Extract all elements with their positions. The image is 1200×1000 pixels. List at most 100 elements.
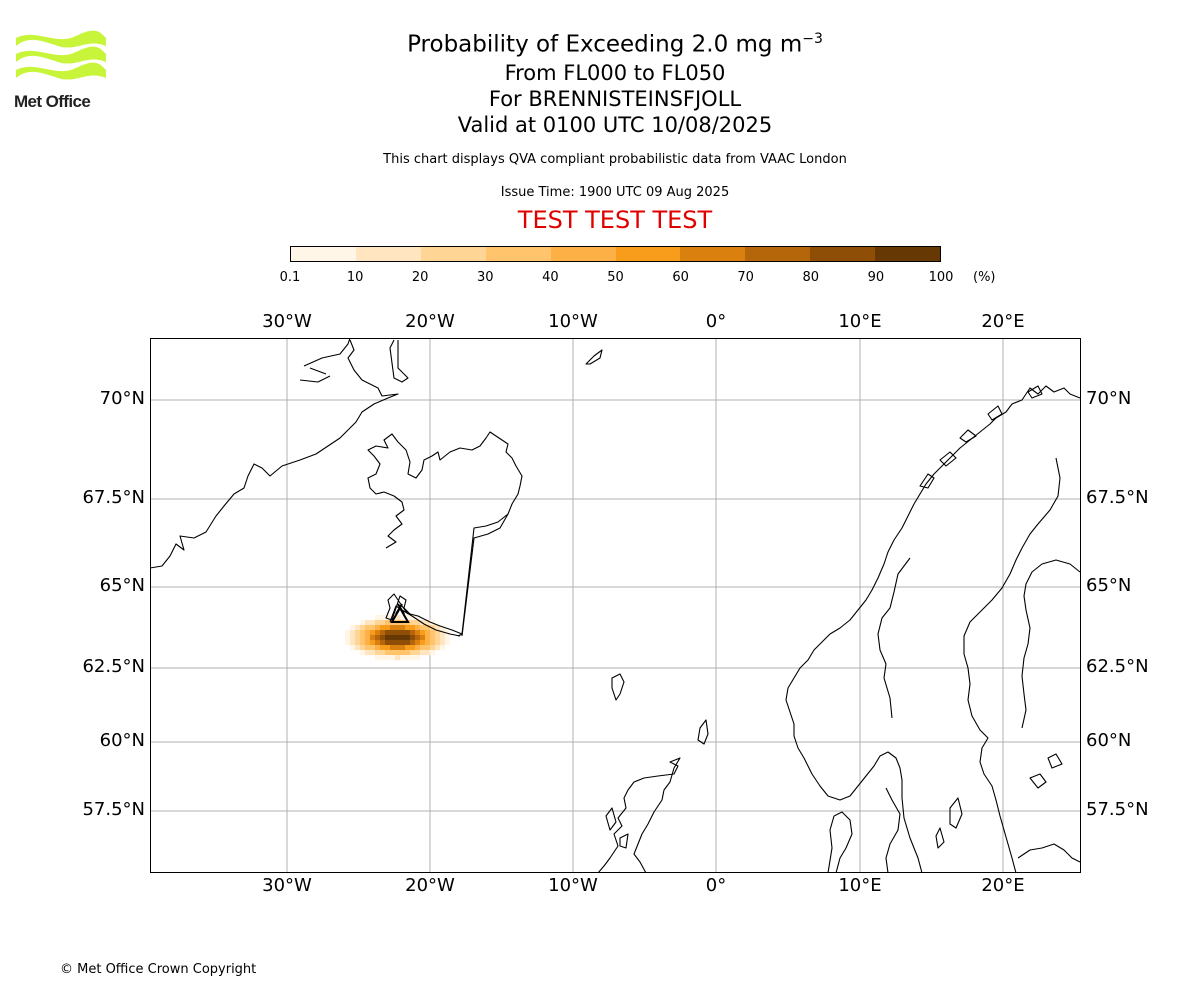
lon-label-bottom: 20°E [981, 875, 1025, 896]
plume-cell [380, 645, 386, 651]
plume-cell [380, 625, 386, 631]
valid-time: Valid at 0100 UTC 10/08/2025 [457, 112, 773, 137]
plume-cell [375, 625, 381, 631]
plume-cell [375, 645, 381, 651]
plume-cell [380, 640, 386, 646]
plume-cell [350, 630, 356, 636]
plume-cell [405, 640, 411, 646]
lat-label-right: 67.5°N [1086, 487, 1149, 508]
plume-cell [395, 630, 401, 636]
plume-cell [370, 635, 376, 641]
lat-label-left: 67.5°N [82, 487, 145, 508]
colorbar-cell [680, 247, 746, 261]
plume-cell [375, 655, 381, 661]
plume-cell [380, 620, 386, 626]
plume-cell [375, 615, 381, 621]
plume-cell [405, 615, 411, 621]
colorbar-tick-label: 0.1 [279, 270, 301, 285]
plume-cell [415, 640, 421, 646]
logo-text: Met Office [14, 92, 91, 111]
hebrides [605, 807, 629, 849]
plume-cell [430, 645, 436, 651]
plume-cell [365, 620, 371, 626]
plume-cell [375, 640, 381, 646]
colorbar-cell [810, 247, 876, 261]
plume-cell [365, 645, 371, 651]
lat-label-left: 57.5°N [82, 799, 145, 820]
plume-cell [400, 630, 406, 636]
plume-cell [410, 645, 416, 651]
plume-cell [345, 640, 351, 646]
plume-cell [385, 625, 391, 631]
plume-cell [430, 630, 436, 636]
volcano-name: For BRENNISTEINSFJOLL [488, 86, 742, 111]
colorbar-tick-label: 10 [346, 270, 364, 285]
chart-title: Probability of Exceeding 2.0 mg m−3 [0, 24, 1200, 60]
colorbar [290, 246, 941, 262]
jan-mayen [585, 349, 603, 365]
faroe-islands [611, 673, 625, 701]
test-banner: TEST TEST TEST [517, 205, 713, 234]
plume-cell [420, 650, 426, 656]
plume-cell [390, 655, 396, 661]
lat-label-left: 60°N [99, 730, 145, 751]
lon-label-bottom: 10°E [838, 875, 882, 896]
plume-cell [445, 640, 451, 646]
plume-cell [390, 630, 396, 636]
plume-cell [385, 630, 391, 636]
lon-label-bottom: 20°W [405, 875, 455, 896]
plume-cell [405, 650, 411, 656]
plume-cell [355, 640, 361, 646]
plume-cell [365, 635, 371, 641]
plume-cell [405, 655, 411, 661]
plume-cell [395, 625, 401, 631]
plume-cell [390, 645, 396, 651]
flight-levels: From FL000 to FL050 [504, 60, 726, 85]
gotland [949, 797, 963, 829]
lon-label-top: 10°W [548, 311, 598, 332]
greenland-islet [299, 338, 351, 383]
plume-cell [420, 630, 426, 636]
colorbar-cell [291, 247, 356, 261]
shetland-islands [697, 719, 709, 745]
plume-cell [380, 630, 386, 636]
colorbar-cell [485, 247, 551, 261]
plume-cell [415, 655, 421, 661]
plume-cell [380, 635, 386, 641]
title-block: Probability of Exceeding 2.0 mg m−3 From… [0, 24, 1200, 234]
plume-cell [355, 630, 361, 636]
iceland-south [461, 513, 509, 637]
plume-cell [440, 640, 446, 646]
plume-cell [390, 625, 396, 631]
plume-cell [365, 630, 371, 636]
colorbar-tick-label: 70 [737, 270, 754, 285]
plume-cell [360, 630, 366, 636]
plume-cell [405, 645, 411, 651]
plume-cell [425, 635, 431, 641]
plume-cell [395, 635, 401, 641]
copyright: © Met Office Crown Copyright [60, 962, 257, 977]
plume-cell [385, 645, 391, 651]
lon-label-top: 0° [705, 311, 727, 332]
plume-cell [435, 630, 441, 636]
colorbar-tick-label: 60 [672, 270, 689, 285]
denmark-coast [885, 787, 901, 873]
plume-cell [360, 650, 366, 656]
lon-label-bottom: 10°W [548, 875, 598, 896]
baltic-islands [1029, 753, 1063, 789]
plume-cell [365, 640, 371, 646]
issue-time: Issue Time: 1900 UTC 09 Aug 2025 [500, 184, 730, 200]
scotland-coast [597, 757, 681, 873]
plume-cell [410, 625, 416, 631]
graticule [150, 338, 1081, 873]
plume-cell [410, 615, 416, 621]
plume-cell [415, 650, 421, 656]
plume-cell [375, 650, 381, 656]
iceland-coast [367, 431, 523, 637]
plume-cell [400, 640, 406, 646]
plume-cell [385, 635, 391, 641]
plume-cell [360, 635, 366, 641]
plume-cell [390, 650, 396, 656]
plume-cell [425, 625, 431, 631]
plume-cell [350, 625, 356, 631]
